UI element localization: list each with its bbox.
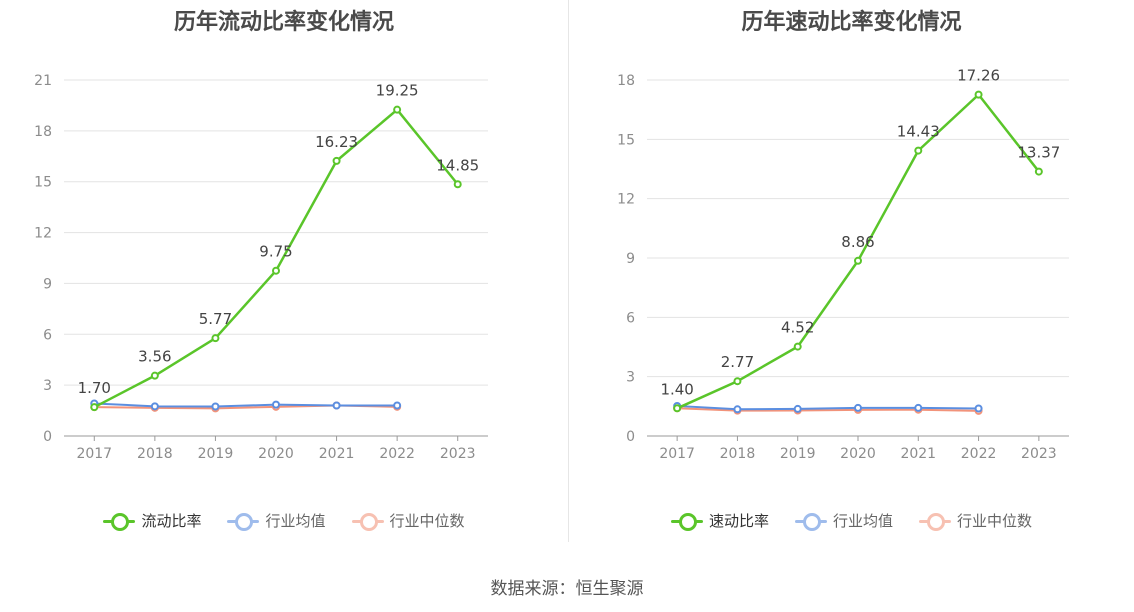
legend-label: 行业中位数 — [957, 512, 1033, 530]
data-point-main — [733, 377, 742, 386]
data-point-main — [90, 403, 99, 412]
y-tick-label: 9 — [43, 276, 52, 292]
x-tick-label: 2022 — [961, 446, 997, 462]
data-point-main — [332, 156, 341, 165]
x-tick-label: 2023 — [440, 446, 476, 462]
data-label: 1.40 — [660, 380, 693, 398]
data-point-industry-average — [393, 401, 402, 410]
legend-item-industry-median[interactable]: 行业中位数 — [351, 510, 465, 531]
legend-label: 行业均值 — [832, 512, 893, 530]
legend-label: 行业中位数 — [389, 512, 465, 530]
chart-legend: 速动比率 行业均值 行业中位数 — [569, 510, 1134, 531]
chart-title: 历年速动比率变化情况 — [741, 10, 962, 35]
data-point-main — [793, 342, 802, 351]
quick-ratio-chart-panel: 历年速动比率变化情况 0 3 6 9 12 15 18 2017 2018 2019 2020 202… — [569, 0, 1134, 560]
data-point-industry-average — [150, 402, 159, 411]
quick-ratio-chart: 0 3 6 9 12 15 18 2017 2018 2019 2020 2021 2022 2023 1.… — [617, 67, 1069, 462]
chart-title: 历年流动比率变化情况 — [173, 10, 394, 35]
data-label: 3.56 — [138, 348, 171, 366]
data-label: 2.77 — [721, 353, 754, 371]
data-label: 1.70 — [78, 379, 111, 397]
legend-item-industry-average[interactable]: 行业均值 — [227, 510, 326, 531]
data-point-main — [974, 90, 983, 99]
data-label: 14.85 — [436, 156, 479, 174]
data-point-main — [673, 404, 682, 413]
data-point-industry-average — [793, 404, 802, 413]
data-point-industry-average — [733, 405, 742, 414]
current-ratio-chart-panel: 历年流动比率变化情况 0 3 6 9 12 15 18 21 2017 2018 2019 2020 2… — [0, 0, 568, 560]
data-point-main — [914, 146, 923, 155]
y-tick-label: 6 — [626, 310, 635, 326]
current-ratio-chart: 0 3 6 9 12 15 18 21 2017 2018 2019 2020 2021 2022 2023… — [34, 73, 488, 462]
x-tick-label: 2021 — [319, 446, 355, 462]
x-tick-label: 2019 — [780, 446, 816, 462]
x-tick-label: 2017 — [76, 446, 112, 462]
y-tick-label: 3 — [43, 378, 52, 394]
legend-item-industry-average[interactable]: 行业均值 — [794, 510, 893, 531]
data-point-industry-average — [854, 403, 862, 412]
data-label: 19.25 — [376, 82, 419, 100]
data-source-note: 数据来源：恒生聚源 — [490, 579, 644, 599]
legend-line-icon — [794, 512, 827, 531]
y-tick-label: 3 — [626, 370, 635, 386]
x-tick-label: 2020 — [840, 446, 876, 462]
y-tick-label: 9 — [626, 251, 635, 267]
legend-item-quick-ratio[interactable]: 速动比率 — [670, 510, 769, 531]
y-tick-label: 12 — [34, 226, 52, 242]
data-label: 17.26 — [957, 67, 1000, 85]
data-point-industry-average — [272, 400, 280, 409]
legend-item-current-ratio[interactable]: 流动比率 — [103, 510, 201, 531]
x-tick-label: 2019 — [198, 446, 234, 462]
data-point-industry-average — [332, 401, 341, 410]
x-tick-label: 2021 — [900, 446, 936, 462]
y-tick-label: 0 — [43, 429, 52, 445]
y-tick-label: 6 — [43, 327, 52, 343]
y-tick-label: 18 — [34, 124, 52, 140]
data-label: 8.86 — [841, 233, 874, 251]
legend-line-icon — [670, 512, 703, 531]
data-point-main — [150, 371, 159, 380]
y-tick-label: 15 — [34, 175, 52, 191]
panel-divider — [568, 0, 569, 542]
data-point-main — [211, 334, 220, 343]
data-point-industry-average — [974, 404, 983, 413]
series-line-industry-average — [94, 402, 398, 408]
data-point-industry-average — [211, 402, 220, 411]
data-label: 4.52 — [781, 319, 814, 337]
legend-label: 流动比率 — [141, 512, 202, 530]
data-label: 13.37 — [1017, 144, 1060, 162]
data-label: 14.43 — [897, 123, 940, 141]
data-label: 16.23 — [315, 133, 358, 151]
data-point-main — [393, 105, 402, 114]
data-label: 5.77 — [199, 310, 232, 328]
series-line-industry-average — [677, 404, 979, 411]
y-tick-label: 12 — [617, 192, 635, 208]
x-tick-label: 2018 — [720, 446, 756, 462]
data-point-main — [272, 266, 280, 275]
x-tick-label: 2023 — [1021, 446, 1057, 462]
legend-item-industry-median[interactable]: 行业中位数 — [919, 510, 1032, 531]
y-tick-label: 0 — [626, 429, 635, 445]
data-point-industry-average — [914, 403, 923, 412]
legend-line-icon — [919, 512, 951, 531]
x-tick-label: 2022 — [379, 446, 415, 462]
y-tick-label: 18 — [617, 73, 635, 89]
legend-label: 速动比率 — [708, 512, 769, 530]
data-point-main — [1034, 167, 1043, 176]
data-label: 9.75 — [259, 243, 292, 261]
series-line-industry-median — [677, 407, 979, 412]
data-point-main — [453, 180, 462, 189]
x-tick-label: 2018 — [137, 446, 173, 462]
legend-line-icon — [351, 512, 384, 531]
legend-line-icon — [103, 512, 136, 531]
data-point-main — [854, 256, 862, 265]
chart-legend: 流动比率 行业均值 行业中位数 — [0, 510, 568, 531]
y-tick-label: 21 — [34, 73, 52, 89]
x-tick-label: 2017 — [659, 446, 695, 462]
x-tick-label: 2020 — [258, 446, 294, 462]
y-tick-label: 15 — [617, 132, 635, 148]
legend-label: 行业均值 — [265, 512, 326, 530]
legend-line-icon — [227, 512, 260, 531]
